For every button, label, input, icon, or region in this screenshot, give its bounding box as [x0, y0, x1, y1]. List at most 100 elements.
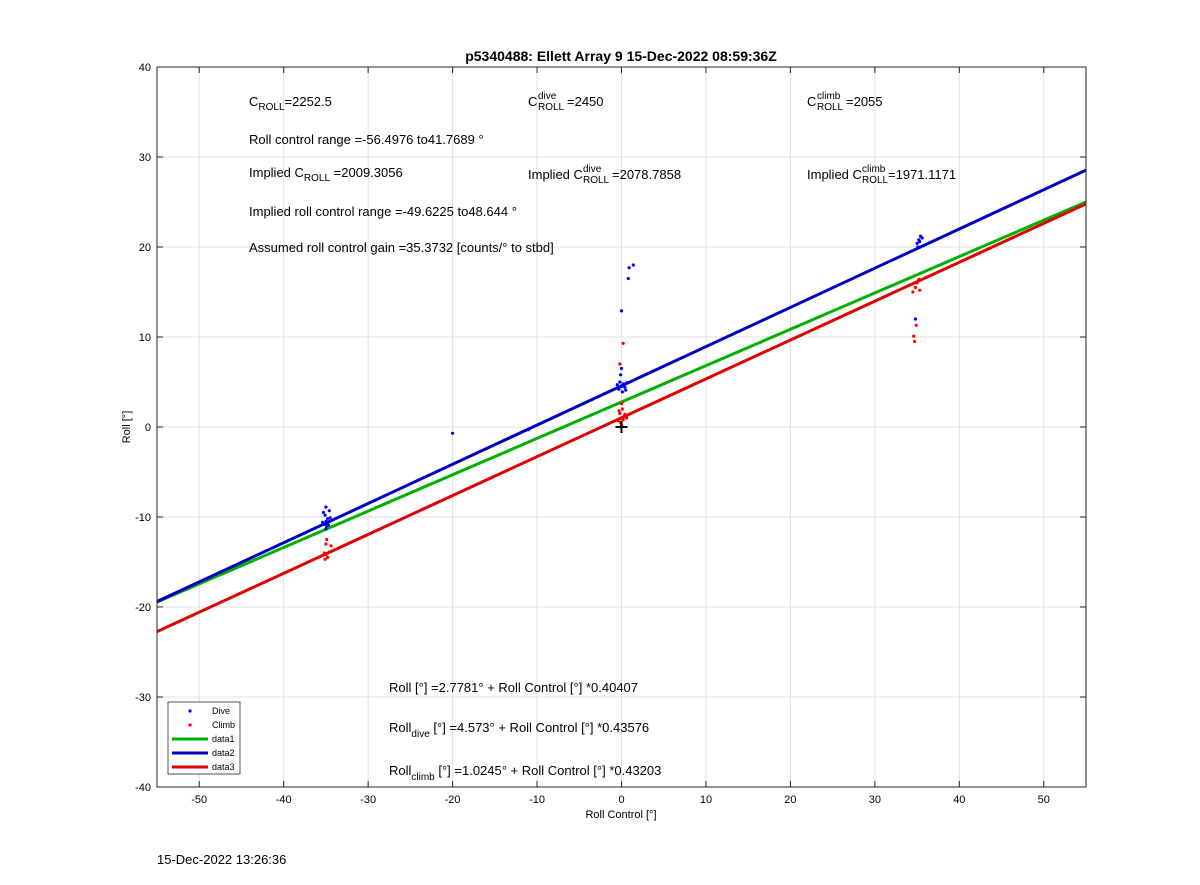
annotation-implied-range: Implied roll control range =-49.6225 to4…: [249, 204, 517, 219]
y-axis-label: Roll [°]: [121, 411, 133, 444]
annotation-eq-all: Roll [°] =2.7781° + Roll Control [°] *0.…: [389, 680, 638, 695]
point-climb: [912, 339, 917, 344]
annotation-croll-climb-value: =2055: [846, 94, 883, 109]
legend-label: data3: [212, 762, 235, 772]
point-dive: [622, 384, 626, 388]
chart-title: p5340488: Ellett Array 9 15-Dec-2022 08:…: [465, 48, 777, 64]
annotation-croll-dive-sub: ROLL: [538, 102, 565, 113]
annotation-implied-croll-dive-sub: ROLL: [583, 175, 610, 186]
annotation-implied-croll-climb-value: =1971.1171: [888, 167, 956, 182]
y-tick-label: 30: [139, 152, 151, 164]
annotation-implied-croll-climb-sup: climb: [862, 164, 886, 175]
point-dive: [328, 516, 332, 520]
y-tick-label: -10: [135, 512, 151, 524]
origin-marker: [615, 421, 628, 433]
point-dive: [620, 390, 624, 394]
point-dive: [913, 317, 918, 321]
x-tick-label: 50: [1038, 794, 1050, 806]
point-dive: [527, 428, 531, 432]
x-ticks: -50 -40 -30 -20 -10 0 10 20 30 40 50: [191, 67, 1050, 806]
annotation-roll-range: Roll control range =-56.4976 to41.7689 °: [249, 132, 484, 147]
y-tick-label: -20: [135, 602, 151, 614]
point-climb: [619, 402, 624, 406]
data-points: [320, 234, 924, 561]
x-tick-label: -10: [529, 794, 545, 806]
legend: Dive Climb data1 data2 data3: [167, 701, 241, 775]
point-dive: [616, 386, 620, 390]
point-dive: [618, 380, 622, 384]
annotation-croll-climb-sup: climb: [817, 91, 841, 102]
x-tick-label: -50: [191, 794, 207, 806]
point-dive: [619, 309, 624, 313]
point-climb: [621, 341, 625, 345]
y-tick-label: 40: [139, 62, 151, 74]
y-ticks: -40 -30 -20 -10 0 10 20 30 40: [135, 62, 1086, 794]
point-climb: [620, 407, 624, 411]
x-tick-label: 0: [618, 794, 624, 806]
point-dive: [916, 245, 920, 249]
x-tick-label: -20: [445, 794, 461, 806]
annotation-gain: Assumed roll control gain =35.3732 [coun…: [249, 240, 554, 255]
legend-label: Dive: [212, 706, 230, 716]
point-climb: [918, 288, 922, 292]
point-dive: [619, 373, 623, 377]
legend-marker-dive: [188, 709, 192, 713]
legend-marker-climb: [188, 723, 192, 727]
point-dive: [615, 383, 619, 387]
legend-label: Climb: [212, 720, 235, 730]
x-tick-label: -40: [276, 794, 292, 806]
point-climb: [618, 362, 622, 366]
annotation-croll-dive-sup: dive: [538, 91, 557, 102]
annotation-croll-climb-sub: ROLL: [817, 102, 844, 113]
point-dive: [920, 236, 924, 240]
annotation-croll-dive-value: =2450: [567, 94, 604, 109]
point-dive: [627, 266, 631, 270]
point-dive: [320, 520, 325, 525]
annotations: CROLL=2252.5 C dive ROLL =2450 C climb R…: [249, 91, 956, 783]
point-dive: [619, 366, 624, 371]
point-climb: [325, 537, 329, 542]
point-climb: [322, 551, 326, 555]
annotation-implied-croll-dive: Implied C: [528, 167, 583, 182]
point-climb: [616, 419, 620, 423]
point-dive: [624, 381, 629, 385]
annotation-implied-croll: Implied CROLL =2009.3056: [249, 165, 403, 184]
point-dive: [325, 517, 330, 521]
point-climb: [617, 409, 621, 413]
x-tick-label: 10: [700, 794, 712, 806]
y-tick-label: 20: [139, 242, 151, 254]
y-tick-label: 10: [139, 332, 151, 344]
point-dive: [631, 263, 635, 267]
annotation-eq-climb: Rollclimb [°] =1.0245° + Roll Control [°…: [389, 763, 661, 783]
footer-timestamp: 15-Dec-2022 13:26:36: [157, 852, 287, 867]
point-dive: [327, 509, 331, 513]
point-dive: [624, 388, 628, 392]
annotation-croll: CROLL=2252.5: [249, 94, 332, 113]
point-dive: [323, 513, 327, 517]
point-climb: [624, 416, 629, 420]
point-climb: [915, 281, 919, 285]
point-climb: [323, 557, 327, 561]
annotation-implied-croll-climb-sub: ROLL: [862, 175, 889, 186]
x-axis-label: Roll Control [°]: [585, 809, 656, 821]
point-dive: [324, 505, 328, 509]
point-climb: [912, 334, 916, 338]
point-dive: [450, 431, 455, 435]
x-tick-label: -30: [360, 794, 376, 806]
point-climb: [917, 277, 921, 281]
point-climb: [618, 411, 622, 416]
point-dive: [619, 384, 624, 389]
point-dive: [626, 276, 630, 281]
point-dive: [324, 527, 328, 531]
y-tick-label: -40: [135, 782, 151, 794]
point-dive: [915, 241, 919, 245]
point-climb: [914, 323, 918, 327]
point-climb: [329, 544, 333, 548]
point-climb: [327, 550, 331, 554]
point-dive: [321, 510, 325, 515]
point-dive: [918, 240, 922, 244]
annotation-implied-croll-dive-value: =2078.7858: [612, 167, 681, 182]
x-tick-label: 30: [869, 794, 881, 806]
point-climb: [621, 418, 625, 422]
